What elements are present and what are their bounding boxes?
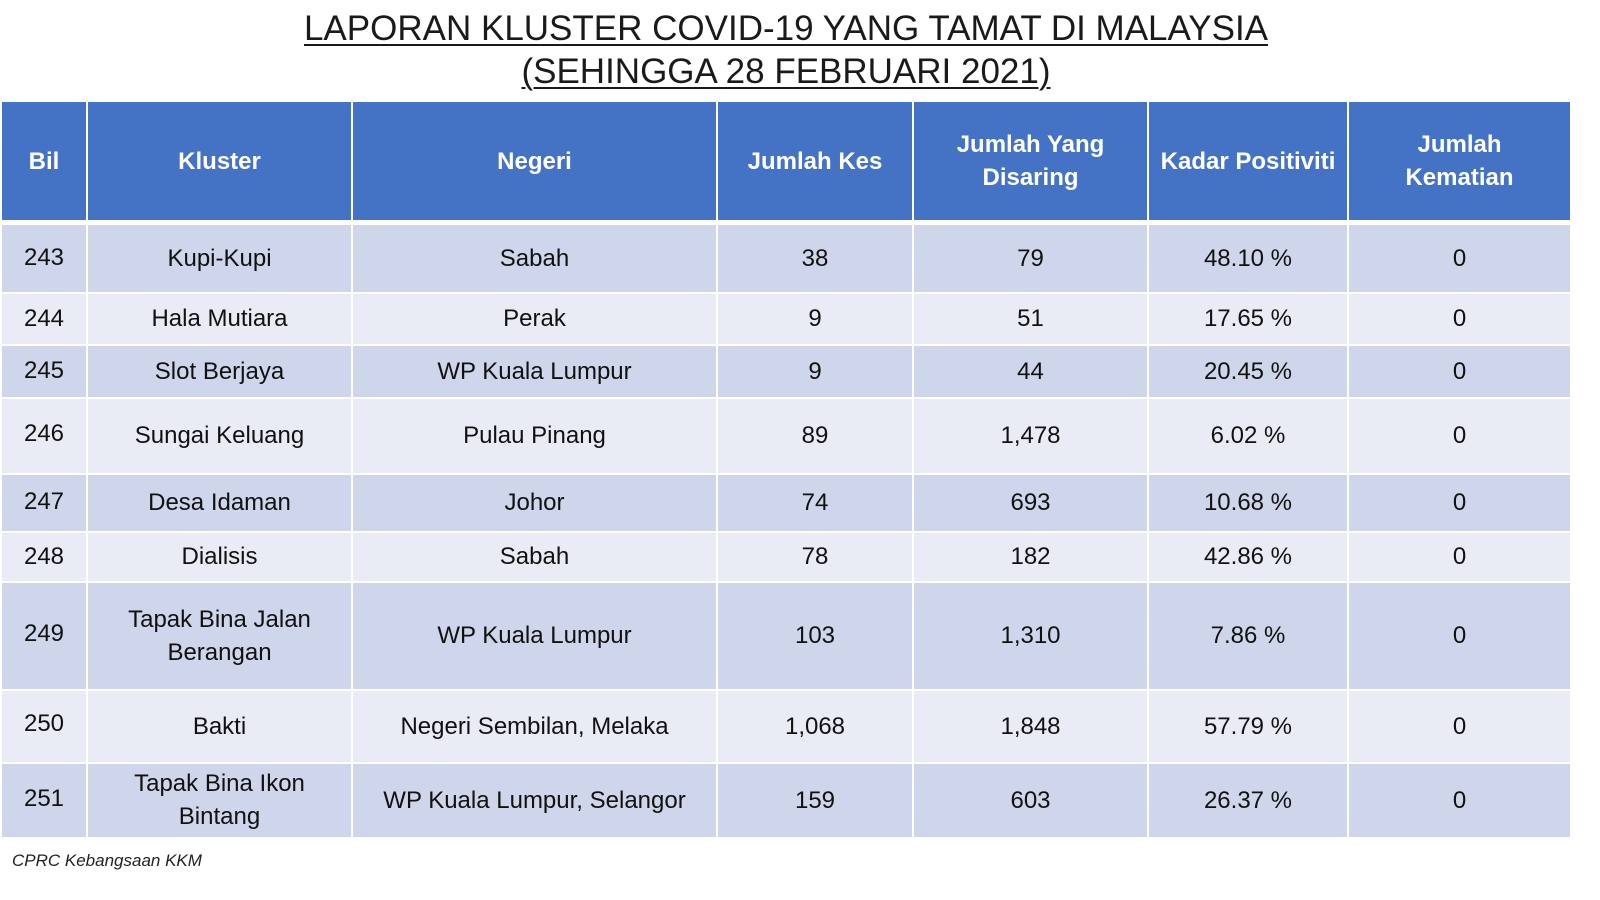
- table-row: 251 Tapak Bina Ikon Bintang WP Kuala Lum…: [0, 761, 1572, 839]
- cell-negeri: Perak: [351, 291, 718, 346]
- cell-negeri: Pulau Pinang: [351, 396, 718, 475]
- cell-jumlah-kematian: 0: [1347, 343, 1572, 399]
- cell-kluster: Desa Idaman: [86, 472, 353, 533]
- cell-jumlah-kematian: 0: [1347, 761, 1572, 839]
- source-note: CPRC Kebangsaan KKM: [12, 851, 202, 870]
- cell-jumlah-kematian: 0: [1347, 396, 1572, 475]
- cell-bil: 243: [0, 221, 88, 294]
- cell-jumlah-disaring: 51: [912, 291, 1149, 346]
- cell-bil: 247: [0, 472, 88, 533]
- header-negeri: Negeri: [351, 100, 718, 225]
- table-row: 246 Sungai Keluang Pulau Pinang 89 1,478…: [0, 396, 1572, 475]
- cell-negeri: Sabah: [351, 530, 718, 583]
- cell-negeri: WP Kuala Lumpur: [351, 343, 718, 399]
- cell-kadar-positiviti: 42.86 %: [1147, 530, 1349, 583]
- cell-jumlah-disaring: 44: [912, 343, 1149, 399]
- cell-bil: 248: [0, 530, 88, 583]
- cell-bil: 245: [0, 343, 88, 399]
- table-row: 245 Slot Berjaya WP Kuala Lumpur 9 44 20…: [0, 343, 1572, 399]
- cell-jumlah-kematian: 0: [1347, 580, 1572, 691]
- cell-kadar-positiviti: 10.68 %: [1147, 472, 1349, 533]
- report-title: LAPORAN KLUSTER COVID-19 YANG TAMAT DI M…: [0, 8, 1572, 50]
- cell-kadar-positiviti: 26.37 %: [1147, 761, 1349, 839]
- cell-jumlah-kematian: 0: [1347, 688, 1572, 764]
- cell-jumlah-kes: 89: [716, 396, 914, 475]
- header-jumlah-kes: Jumlah Kes: [716, 100, 914, 225]
- cell-kluster: Tapak Bina Jalan Berangan: [86, 580, 353, 691]
- report-subtitle-text: (SEHINGGA 28 FEBRUARI 2021): [521, 52, 1051, 91]
- header-kluster: Kluster: [86, 100, 353, 225]
- cell-jumlah-kes: 78: [716, 530, 914, 583]
- cell-jumlah-kes: 38: [716, 221, 914, 294]
- header-jumlah-disaring: Jumlah Yang Disaring: [912, 100, 1149, 225]
- cell-jumlah-kes: 74: [716, 472, 914, 533]
- cell-bil: 249: [0, 580, 88, 691]
- table-row: 250 Bakti Negeri Sembilan, Melaka 1,068 …: [0, 688, 1572, 764]
- table-body: 243 Kupi-Kupi Sabah 38 79 48.10 % 0 244 …: [0, 221, 1572, 839]
- cell-jumlah-disaring: 693: [912, 472, 1149, 533]
- cell-jumlah-disaring: 79: [912, 221, 1149, 294]
- cell-jumlah-kes: 103: [716, 580, 914, 691]
- report-subtitle: (SEHINGGA 28 FEBRUARI 2021): [0, 51, 1572, 93]
- cell-jumlah-kematian: 0: [1347, 291, 1572, 346]
- cell-jumlah-kematian: 0: [1347, 472, 1572, 533]
- cell-jumlah-disaring: 1,848: [912, 688, 1149, 764]
- cell-kluster: Hala Mutiara: [86, 291, 353, 346]
- table-row: 247 Desa Idaman Johor 74 693 10.68 % 0: [0, 472, 1572, 533]
- cell-kadar-positiviti: 6.02 %: [1147, 396, 1349, 475]
- cell-kadar-positiviti: 17.65 %: [1147, 291, 1349, 346]
- cell-kadar-positiviti: 20.45 %: [1147, 343, 1349, 399]
- report-title-text: LAPORAN KLUSTER COVID-19 YANG TAMAT DI M…: [303, 9, 1269, 48]
- header-row: Bil Kluster Negeri Jumlah Kes Jumlah Yan…: [0, 100, 1572, 225]
- table-row: 248 Dialisis Sabah 78 182 42.86 % 0: [0, 530, 1572, 583]
- cell-jumlah-kes: 1,068: [716, 688, 914, 764]
- cell-jumlah-disaring: 1,478: [912, 396, 1149, 475]
- cell-kluster: Kupi-Kupi: [86, 221, 353, 294]
- cell-bil: 251: [0, 761, 88, 839]
- cell-jumlah-kematian: 0: [1347, 530, 1572, 583]
- cell-kadar-positiviti: 57.79 %: [1147, 688, 1349, 764]
- cell-jumlah-kes: 159: [716, 761, 914, 839]
- cell-negeri: WP Kuala Lumpur: [351, 580, 718, 691]
- header-bil: Bil: [0, 100, 88, 225]
- cell-kadar-positiviti: 7.86 %: [1147, 580, 1349, 691]
- header-jumlah-kematian: Jumlah Kematian: [1347, 100, 1572, 225]
- cell-kluster: Dialisis: [86, 530, 353, 583]
- cell-bil: 244: [0, 291, 88, 346]
- cell-jumlah-disaring: 182: [912, 530, 1149, 583]
- cell-bil: 250: [0, 688, 88, 764]
- cell-jumlah-disaring: 1,310: [912, 580, 1149, 691]
- cell-kluster: Tapak Bina Ikon Bintang: [86, 761, 353, 839]
- cell-jumlah-kes: 9: [716, 343, 914, 399]
- cell-negeri: Johor: [351, 472, 718, 533]
- cell-kluster: Slot Berjaya: [86, 343, 353, 399]
- cell-kadar-positiviti: 48.10 %: [1147, 221, 1349, 294]
- cell-negeri: WP Kuala Lumpur, Selangor: [351, 761, 718, 839]
- cell-jumlah-disaring: 603: [912, 761, 1149, 839]
- cell-jumlah-kematian: 0: [1347, 221, 1572, 294]
- cell-negeri: Negeri Sembilan, Melaka: [351, 688, 718, 764]
- cell-kluster: Bakti: [86, 688, 353, 764]
- cell-kluster: Sungai Keluang: [86, 396, 353, 475]
- header-kadar-positiviti: Kadar Positiviti: [1147, 100, 1349, 225]
- table-row: 249 Tapak Bina Jalan Berangan WP Kuala L…: [0, 580, 1572, 691]
- cell-bil: 246: [0, 396, 88, 475]
- cell-negeri: Sabah: [351, 221, 718, 294]
- table-row: 243 Kupi-Kupi Sabah 38 79 48.10 % 0: [0, 221, 1572, 294]
- table-header: Bil Kluster Negeri Jumlah Kes Jumlah Yan…: [0, 100, 1572, 225]
- cell-jumlah-kes: 9: [716, 291, 914, 346]
- table-row: 244 Hala Mutiara Perak 9 51 17.65 % 0: [0, 291, 1572, 346]
- cluster-table: Bil Kluster Negeri Jumlah Kes Jumlah Yan…: [0, 100, 1572, 839]
